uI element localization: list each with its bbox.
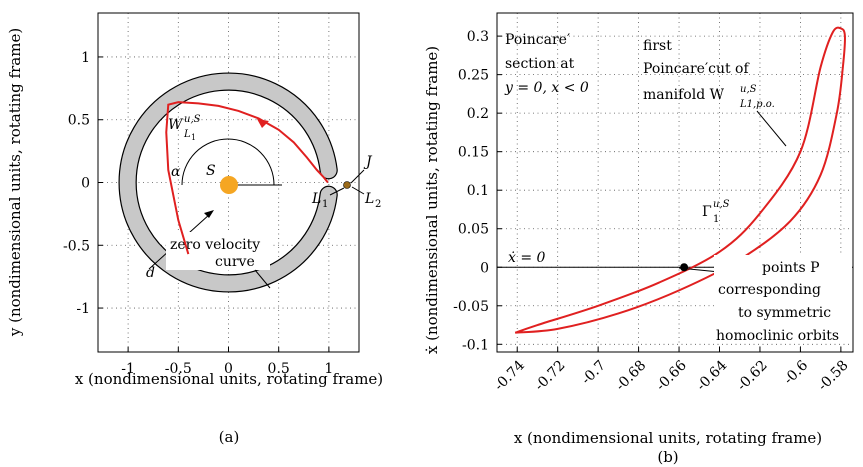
first-cut-leader: [756, 110, 787, 147]
panel-a-xlabel: x (nondimensional units, rotating frame): [75, 370, 383, 388]
panel-b-xtick-label: -0.7: [579, 358, 609, 388]
panel-b: -0.74 -0.72 -0.7 -0.68 -0.66 -0.64 -0.62 -0.6 -0…: [423, 12, 854, 466]
panel-b-xtick-label: -0.62: [734, 358, 771, 395]
points-label-line2: corresponding: [718, 282, 821, 298]
panel-b-xtick-label: -0.74: [491, 357, 528, 394]
panel-a-ytick-label: -1: [76, 301, 90, 317]
L1-label: L: [311, 191, 321, 207]
panel-a-ytick-label: 1: [81, 50, 90, 66]
L2-leader: [351, 186, 365, 195]
first-cut-label-line1: first: [643, 38, 672, 54]
gamma-label-sup: u,S: [713, 199, 730, 210]
panel-a-xtick-label: 0.5: [268, 361, 290, 377]
points-label-line3: to symmetric: [738, 305, 831, 321]
panel-a-ytick-label: 0.5: [68, 113, 90, 129]
panel-b-ytick-label: -0.1: [462, 337, 489, 353]
panel-b-ytick-label: 0: [480, 260, 489, 276]
L1-marker: [343, 181, 351, 189]
forbidden-region-shape: [118, 72, 338, 293]
panel-a-frame: [97, 12, 360, 353]
panel-b-ytick-label: 0.1: [467, 183, 489, 199]
panel-a-xtick-label: 1: [324, 361, 333, 377]
panel-b-ytick-label: 0.25: [458, 68, 489, 84]
sun-label: S: [206, 163, 216, 179]
first-cut-label-line3: manifold W: [643, 87, 725, 103]
panel-a-ticks: -1 -0.5 0 0.5 1 1 0.5 0 -0.5 -1: [63, 50, 333, 377]
xdot-zero-label: ẋ = 0: [508, 250, 546, 266]
d-arrowhead: [204, 210, 214, 218]
L2-label: L: [364, 191, 374, 207]
panel-b-ylabel: ẋ (nondimensional units, rotating frame): [423, 46, 441, 354]
panel-b-xtick-label: -0.64: [694, 357, 731, 394]
panel-b-frame: [496, 12, 854, 353]
first-cut-label-sup: u,S: [740, 84, 757, 95]
alpha-angle-arc: [181, 138, 275, 186]
points-label-bg: [714, 255, 852, 343]
panel-a-caption: (a): [219, 428, 240, 446]
manifold-trajectory: [165, 101, 329, 255]
first-cut-label-line2: Poincare′cut of: [643, 61, 750, 77]
points-label-line1: points P: [762, 260, 820, 276]
panel-a-xtick-label: -0.5: [165, 361, 192, 377]
manifold-arrowhead: [257, 119, 269, 128]
section-label-line2: section at: [505, 56, 575, 72]
panel-b-xtick-label: -0.68: [613, 358, 650, 395]
panel-a-ytick-label: 0: [81, 176, 90, 192]
panel-b-xtick-label: -0.58: [815, 358, 852, 395]
sun-marker: [220, 176, 238, 194]
panel-a: -1 -0.5 0 0.5 1 1 0.5 0 -0.5 -1 W u,S L 1 α S J L…: [6, 12, 383, 446]
panel-b-ytick-label: 0.3: [467, 29, 489, 45]
first-cut-label-sub: L1,p.o.: [739, 99, 775, 110]
panel-b-ytick-label: -0.05: [453, 299, 489, 315]
alpha-label: α: [171, 164, 181, 180]
panel-a-xtick-label: 0: [224, 361, 233, 377]
panel-b-xtick-label: -0.6: [781, 357, 811, 387]
gamma-label-sub: 1: [713, 214, 719, 225]
points-label-line4: homoclinic orbits: [716, 328, 839, 344]
panel-a-ylabel: y (nondimensional units, rotating frame): [6, 28, 24, 337]
section-label-line3: y = 0, x < 0: [504, 80, 589, 96]
panel-a-xtick-label: -1: [121, 361, 135, 377]
L1-label-sub: 1: [322, 199, 328, 210]
panel-b-xlabel: x (nondimensional units, rotating frame): [514, 429, 822, 447]
manifold-label-subsub: 1: [191, 133, 196, 142]
section-label-line1: Poincare′: [505, 32, 570, 48]
poincare-cut-curve: [514, 26, 846, 334]
panel-b-xtick-label: -0.72: [532, 358, 569, 395]
L2-label-sub: 2: [375, 199, 381, 210]
zero-velocity-label-line2: curve: [215, 254, 255, 270]
panel-b-ytick-label: 0.05: [458, 222, 489, 238]
panel-b-caption: (b): [657, 448, 678, 466]
manifold-label-sub: L: [183, 129, 191, 140]
J-leader: [350, 169, 365, 184]
panel-b-ytick-label: 0.2: [467, 106, 489, 122]
zero-velocity-label-line1: zero velocity: [170, 237, 260, 253]
J-label: J: [363, 154, 373, 170]
panel-b-ytick-label: 0.15: [458, 145, 489, 161]
zero-velocity-leader: [254, 269, 271, 289]
panel-b-xtick-label: -0.66: [653, 357, 690, 394]
manifold-label: W: [168, 117, 184, 133]
panel-a-ytick-label: -0.5: [63, 238, 90, 254]
manifold-label-sup: u,S: [184, 114, 201, 125]
gamma-label: Γ: [702, 204, 712, 220]
L1-leader: [329, 187, 345, 196]
d-label: d: [146, 265, 155, 281]
forbidden-region: [118, 72, 338, 293]
point-P-marker: [680, 263, 689, 272]
